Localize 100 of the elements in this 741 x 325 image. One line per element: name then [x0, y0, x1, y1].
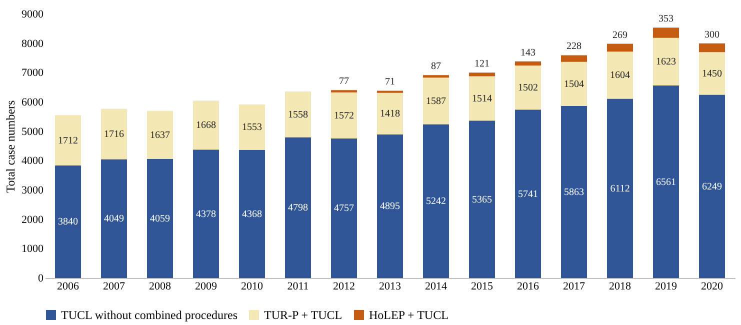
bar: [469, 72, 495, 76]
data-label: 143: [520, 47, 536, 58]
bar: [469, 76, 495, 121]
bar: [147, 158, 173, 278]
x-tick-label: 2011: [287, 280, 309, 292]
data-label: 4757: [334, 203, 354, 214]
bar: [469, 120, 495, 278]
y-tick-label: 4000: [22, 155, 44, 168]
data-label: 353: [658, 14, 674, 25]
x-tick-label: 2017: [563, 280, 586, 292]
data-label: 269: [612, 30, 628, 41]
bar: [55, 165, 81, 278]
bar: [607, 98, 633, 278]
bar: [561, 55, 587, 62]
data-label: 4378: [196, 208, 216, 220]
data-label: 1668: [196, 120, 216, 132]
x-tick-label: 2018: [609, 280, 632, 292]
x-tick-label: 2015: [471, 280, 494, 292]
data-label: 77: [339, 76, 349, 88]
data-label: 4798: [288, 202, 308, 214]
data-label: 1604: [610, 70, 630, 82]
data-label: 6249: [702, 181, 722, 192]
data-label: 1716: [104, 129, 124, 140]
legend-label: TUCL without combined procedures: [61, 308, 238, 322]
data-label: 1502: [518, 82, 538, 94]
y-tick-label: 0: [38, 272, 44, 284]
data-label: 5741: [518, 188, 538, 200]
legend-label: HoLEP + TUCL: [369, 308, 448, 322]
bar: [331, 138, 357, 278]
bar: [699, 94, 725, 278]
bar: [331, 92, 357, 138]
y-tick-label: 1000: [22, 243, 44, 256]
data-label: 228: [566, 41, 582, 52]
data-label: 87: [431, 61, 441, 72]
data-label: 1450: [702, 68, 722, 80]
bar: [377, 92, 403, 134]
x-tick-label: 2008: [149, 280, 172, 292]
data-label: 4059: [150, 213, 170, 224]
bar: [515, 110, 541, 278]
x-tick-label: 2007: [103, 280, 126, 292]
y-tick-label: 9000: [22, 8, 44, 20]
data-label: 1572: [334, 110, 354, 122]
data-label: 1558: [288, 109, 308, 120]
bar: [193, 100, 219, 150]
bar: [285, 137, 311, 278]
bar: [607, 44, 633, 52]
data-label: 6112: [610, 183, 630, 194]
bar: [239, 150, 265, 278]
y-tick-label: 5000: [22, 126, 44, 138]
y-tick-label: 3000: [22, 184, 44, 196]
bar: [285, 92, 311, 138]
data-label: 4049: [104, 214, 124, 225]
y-tick-label: 8000: [22, 38, 44, 50]
bar: [101, 159, 127, 278]
y-tick-label: 2000: [22, 214, 44, 226]
x-tick-label: 2013: [379, 280, 402, 292]
x-tick-label: 2014: [425, 280, 448, 292]
data-label: 4895: [380, 201, 400, 212]
x-tick-label: 2019: [655, 280, 678, 292]
data-label: 1623: [656, 56, 676, 68]
data-label: 1514: [472, 93, 492, 104]
bar: [147, 110, 173, 159]
data-label: 300: [704, 29, 720, 40]
data-label: 5863: [564, 187, 584, 198]
bar: [55, 115, 81, 166]
data-label: 1418: [380, 108, 400, 120]
data-label: 1504: [564, 78, 584, 90]
bar: [423, 75, 449, 78]
x-tick-label: 2020: [701, 280, 724, 292]
bar: [515, 61, 541, 66]
y-tick-label: 6000: [22, 96, 44, 108]
data-label: 1712: [58, 135, 78, 146]
bar: [193, 150, 219, 278]
data-label: 3840: [58, 216, 78, 228]
bar: [239, 104, 265, 150]
data-label: 121: [474, 58, 490, 70]
bar: [607, 52, 633, 99]
bar: [699, 52, 725, 95]
data-label: 6561: [656, 176, 676, 188]
x-tick-label: 2009: [195, 280, 218, 292]
bar: [653, 28, 679, 38]
data-label: 5242: [426, 196, 446, 208]
x-tick-label: 2016: [517, 280, 540, 292]
data-label: 1637: [150, 130, 170, 141]
bar: [377, 134, 403, 278]
data-label: 4368: [242, 208, 262, 220]
x-tick-label: 2010: [241, 280, 264, 292]
data-label: 1553: [242, 122, 262, 134]
bar: [699, 43, 725, 52]
data-label: 71: [385, 76, 395, 88]
bar: [423, 124, 449, 278]
bar: [653, 38, 679, 86]
bar: [423, 78, 449, 124]
data-label: 1587: [426, 96, 446, 107]
legend-label: TUR-P + TUCL: [264, 308, 342, 322]
bar: [101, 108, 127, 160]
y-tick-label: 7000: [22, 67, 44, 80]
bar: [561, 62, 587, 106]
bar: [653, 86, 679, 278]
data-label: 5365: [472, 194, 492, 206]
